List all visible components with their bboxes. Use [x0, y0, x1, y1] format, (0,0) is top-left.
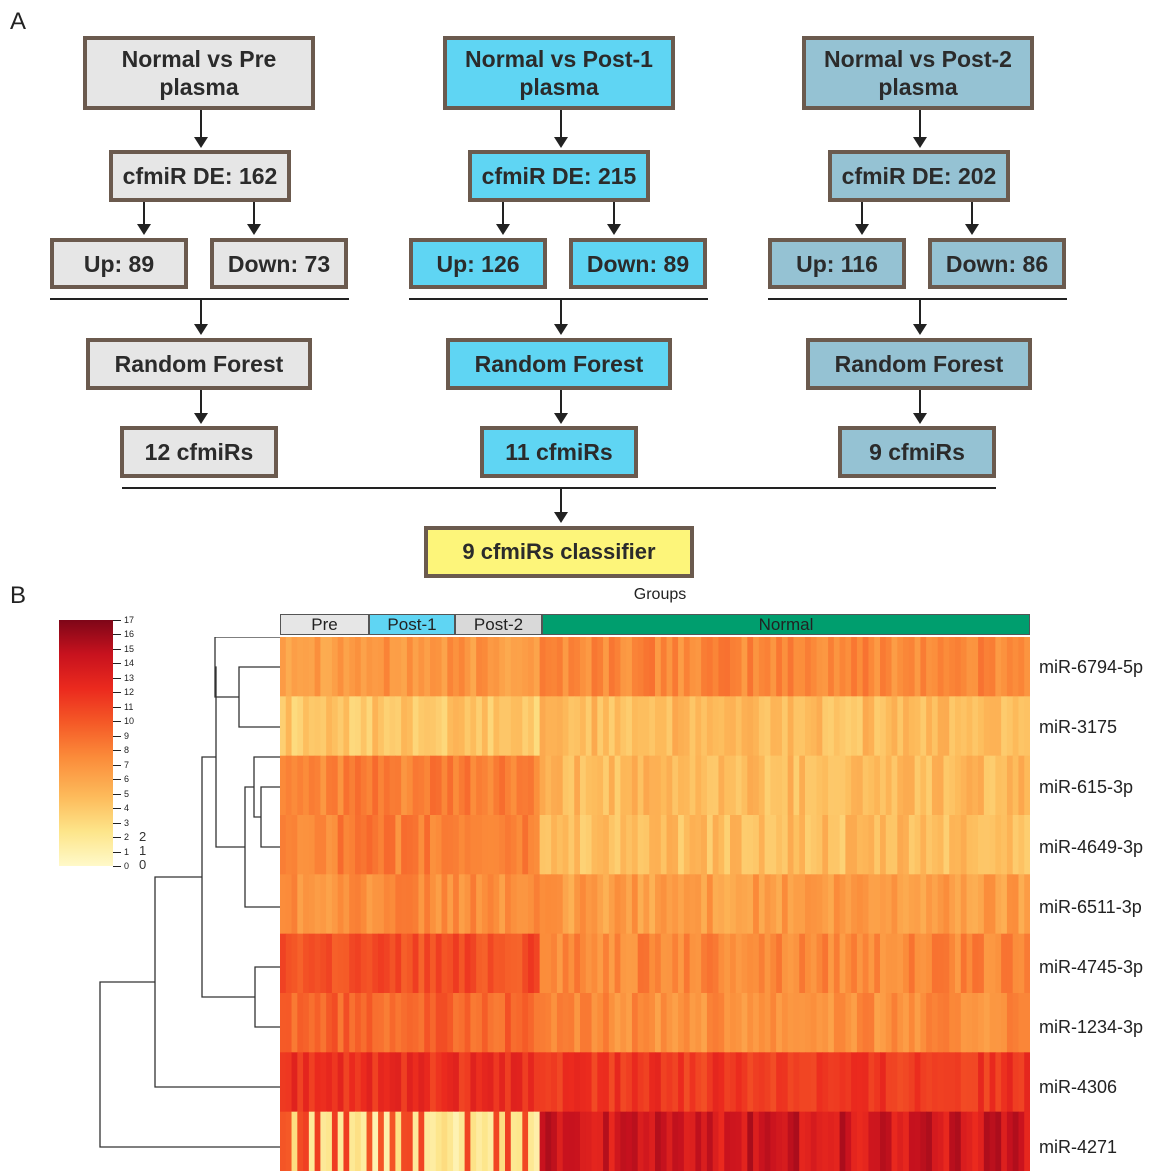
- dendrogram: [99, 637, 280, 1148]
- legend-tick-label: 14: [124, 658, 135, 669]
- arrow: [247, 202, 261, 235]
- legend-tick-label: 3: [124, 817, 130, 828]
- up-box-pre: Up: 89: [50, 238, 188, 289]
- down-box-pre: Down: 73: [210, 238, 348, 289]
- legend-tick: [113, 793, 121, 795]
- legend-tick-label: 10: [124, 716, 135, 727]
- row-label: miR-3175: [1039, 717, 1118, 737]
- row-label: miR-6794-5p: [1039, 657, 1144, 677]
- merge-line: [409, 298, 708, 300]
- row-label: miR-6511-3p: [1039, 897, 1142, 917]
- arrow: [554, 110, 568, 148]
- legend-tick-label: 1: [124, 846, 130, 857]
- group-post1: Post-1: [369, 614, 455, 635]
- legend-extra-label: 1: [139, 843, 147, 858]
- legend-tick: [113, 808, 121, 810]
- up-box-post1: Up: 126: [409, 238, 547, 289]
- random-forest-box-pre: Random Forest: [86, 338, 312, 390]
- row-label: miR-4745-3p: [1039, 957, 1144, 977]
- legend-tick-label: 11: [124, 701, 134, 712]
- legend-tick-label: 9: [124, 730, 130, 741]
- legend-extra-label: 0: [139, 857, 147, 872]
- legend-tick-label: 15: [124, 643, 135, 654]
- legend-tick-label: 2: [124, 832, 130, 843]
- arrow: [496, 202, 510, 235]
- merge-line: [50, 298, 349, 300]
- group-normal: Normal: [542, 614, 1030, 635]
- arrow: [194, 299, 208, 335]
- legend-tick: [113, 866, 121, 867]
- groups-title: Groups: [633, 586, 687, 603]
- legend-tick-label: 8: [124, 745, 130, 756]
- comparison-box-post1: Normal vs Post-1 plasma: [443, 36, 675, 110]
- color-scale-bar: [59, 620, 113, 866]
- arrow: [194, 110, 208, 148]
- legend-tick-label: 5: [124, 788, 130, 799]
- panel-a-label: A: [10, 8, 27, 35]
- legend-tick: [113, 648, 121, 650]
- heatmap-grid: [280, 637, 1030, 1171]
- random-forest-box-post1: Random Forest: [446, 338, 672, 390]
- legend-tick-label: 7: [124, 759, 130, 770]
- legend-tick: [113, 750, 121, 752]
- legend-extra-label: 2: [139, 829, 147, 844]
- final-merge-line: [122, 487, 996, 489]
- legend-tick: [113, 620, 121, 621]
- arrow: [554, 488, 568, 523]
- row-label: miR-4649-3p: [1039, 837, 1144, 857]
- legend-tick-label: 13: [124, 672, 135, 683]
- row-label: miR-1234-3p: [1039, 1017, 1144, 1037]
- arrow: [855, 202, 869, 235]
- de-box-pre: cfmiR DE: 162: [109, 150, 291, 202]
- group-post2: Post-2: [455, 614, 542, 635]
- legend-tick-label: 17: [124, 615, 135, 625]
- legend-tick: [113, 779, 121, 781]
- arrow: [913, 390, 927, 424]
- legend-tick: [113, 764, 121, 766]
- arrow: [607, 202, 621, 235]
- legend-tick: [113, 735, 121, 737]
- legend-tick: [113, 851, 121, 853]
- arrow: [913, 110, 927, 148]
- arrow: [194, 390, 208, 424]
- row-label: miR-615-3p: [1039, 777, 1134, 797]
- legend-tick: [113, 822, 121, 824]
- legend-tick: [113, 634, 121, 636]
- arrow: [965, 202, 979, 235]
- legend-tick: [113, 837, 121, 839]
- legend-tick-label: 6: [124, 774, 130, 785]
- up-box-post2: Up: 116: [768, 238, 906, 289]
- comparison-box-pre: Normal vs Pre plasma: [83, 36, 315, 110]
- legend-tick-label: 16: [124, 629, 135, 640]
- result-box-post1: 11 cfmiRs: [480, 426, 638, 478]
- comparison-box-post2: Normal vs Post-2 plasma: [802, 36, 1034, 110]
- arrow: [554, 390, 568, 424]
- down-box-post1: Down: 89: [569, 238, 707, 289]
- de-box-post1: cfmiR DE: 215: [468, 150, 650, 202]
- result-box-pre: 12 cfmiRs: [120, 426, 278, 478]
- row-label: miR-4306: [1039, 1077, 1118, 1097]
- row-label: miR-4271: [1039, 1137, 1118, 1157]
- result-box-post2: 9 cfmiRs: [838, 426, 996, 478]
- arrow: [554, 299, 568, 335]
- arrow: [137, 202, 151, 235]
- legend-tick: [113, 721, 121, 723]
- arrow: [913, 299, 927, 335]
- group-pre: Pre: [280, 614, 369, 635]
- merge-line: [768, 298, 1067, 300]
- panel-b-label: B: [10, 582, 27, 609]
- legend-tick: [113, 706, 121, 708]
- legend-tick-label: 4: [124, 803, 130, 814]
- legend-tick-label: 12: [124, 687, 135, 698]
- down-box-post2: Down: 86: [928, 238, 1066, 289]
- legend-tick: [113, 677, 121, 679]
- de-box-post2: cfmiR DE: 202: [828, 150, 1010, 202]
- random-forest-box-post2: Random Forest: [806, 338, 1032, 390]
- legend-tick-label: 0: [124, 861, 130, 871]
- legend-tick: [113, 663, 121, 665]
- legend-tick: [113, 692, 121, 694]
- classifier-box: 9 cfmiRs classifier: [424, 526, 694, 578]
